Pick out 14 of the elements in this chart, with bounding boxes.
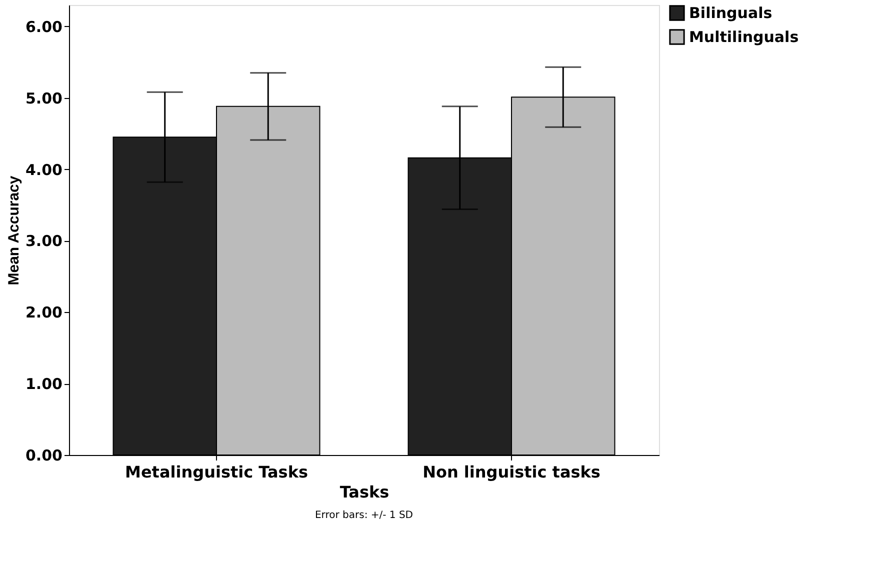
- x-tick-label: Metalinguistic Tasks: [125, 462, 308, 482]
- y-tick-label: 2.00: [25, 304, 62, 322]
- text: Error bars: +/- 1 SD: [314, 510, 414, 521]
- y-tick-label: 4.00: [25, 160, 62, 179]
- y-tick-label: 6.00: [25, 18, 62, 36]
- legend-label: Bilinguals: [689, 4, 772, 22]
- y-tick-label: 0.00: [25, 446, 62, 464]
- legend-label: Multilinguals: [689, 28, 799, 46]
- y-tick-label: 5.00: [25, 89, 62, 108]
- x-axis-title: Tasks: [340, 482, 390, 502]
- x-tick-label: Non linguistic tasks: [422, 462, 600, 482]
- y-tick-label: 3.00: [25, 232, 62, 250]
- y-tick-label: 1.00: [25, 375, 62, 394]
- y-axis-title: Mean Accuracy: [5, 175, 22, 286]
